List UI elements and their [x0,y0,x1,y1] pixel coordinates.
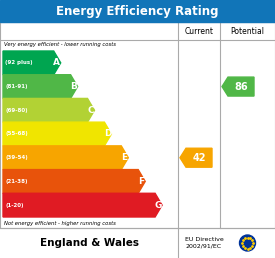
Text: 86: 86 [234,82,248,92]
Text: C: C [87,106,94,115]
Text: E: E [121,153,128,162]
Text: (55-68): (55-68) [5,132,28,136]
Polygon shape [3,170,145,193]
Text: (92 plus): (92 plus) [5,60,33,65]
Text: England & Wales: England & Wales [40,238,139,248]
Text: Potential: Potential [230,27,265,36]
Bar [0,228,275,258]
Text: (39-54): (39-54) [5,155,28,160]
Polygon shape [3,75,78,99]
Circle shape [240,235,255,251]
Text: G: G [155,201,162,210]
Polygon shape [3,193,162,217]
Text: A: A [53,58,60,67]
Text: EU Directive
2002/91/EC: EU Directive 2002/91/EC [185,237,223,249]
Text: F: F [138,177,144,186]
Text: 42: 42 [192,153,206,163]
Polygon shape [3,146,128,170]
Text: (21-38): (21-38) [5,179,28,184]
Text: Not energy efficient - higher running costs: Not energy efficient - higher running co… [4,221,116,226]
Text: Current: Current [185,27,213,36]
Text: Energy Efficiency Rating: Energy Efficiency Rating [56,4,219,18]
Polygon shape [3,122,111,146]
Polygon shape [180,148,212,167]
Bar [0,22,275,228]
Polygon shape [3,51,61,75]
Text: (69-80): (69-80) [5,108,28,113]
Polygon shape [222,77,254,96]
Bar [0,0,275,22]
Text: Very energy efficient - lower running costs: Very energy efficient - lower running co… [4,42,116,47]
Text: (81-91): (81-91) [5,84,28,89]
Polygon shape [3,99,95,122]
Text: (1-20): (1-20) [5,203,23,208]
Text: D: D [104,130,111,139]
Text: B: B [70,82,77,91]
